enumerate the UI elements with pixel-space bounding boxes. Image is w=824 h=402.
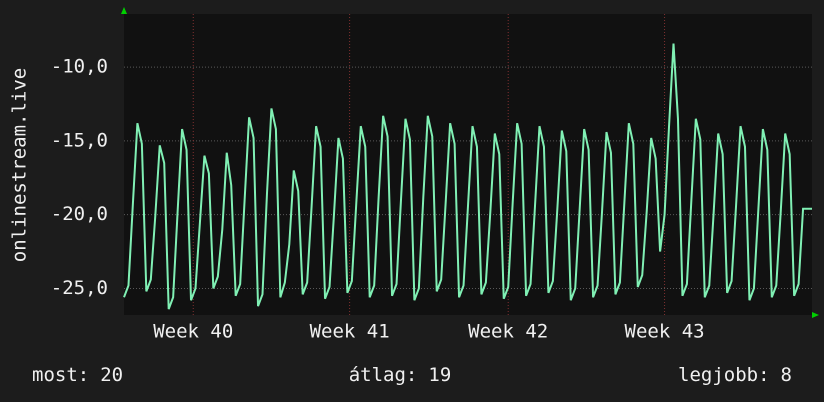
x-tick-label: Week 43 [625,321,705,343]
stat-value: 19 [428,364,451,386]
plot-area [124,14,812,315]
axis-arrow [121,7,127,14]
stat: átlag: 19 [349,364,452,386]
stat-value: 8 [781,364,792,386]
y-axis-label: onlinestream.live [9,68,31,262]
y-tick-label: -20,0 [51,203,108,225]
stat-value: 20 [100,364,123,386]
stat: most: 20 [32,364,123,386]
stat-label: legjobb: [678,364,770,386]
series-line [123,43,812,310]
x-tick-label: Week 42 [468,321,548,343]
y-tick-label: -15,0 [51,129,108,151]
axis-arrow [812,312,819,318]
x-tick-label: Week 41 [310,321,390,343]
x-tick-label: Week 40 [153,321,233,343]
stat-label: most: [32,364,89,386]
stat: legjobb: 8 [678,364,792,386]
stat-label: átlag: [349,364,418,386]
y-tick-label: -25,0 [51,277,108,299]
y-tick-label: -10,0 [51,56,108,78]
